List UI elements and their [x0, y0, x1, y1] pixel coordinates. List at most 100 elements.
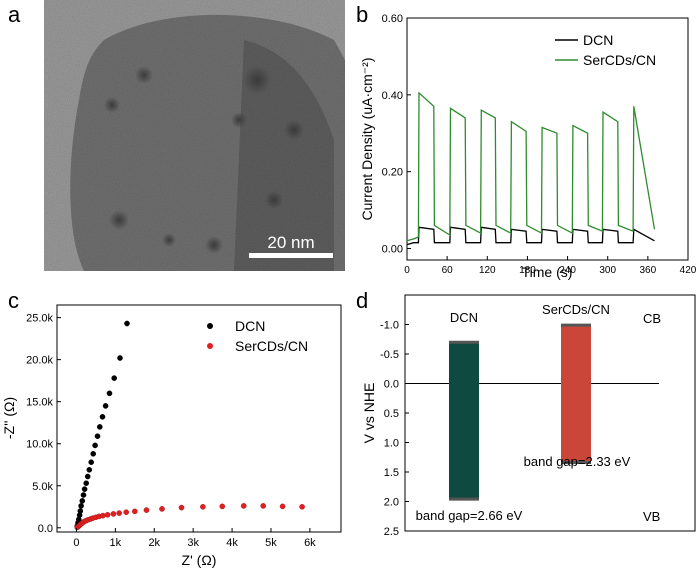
data-point-sercds: [200, 503, 206, 510]
x-tick-label: 3k: [187, 537, 199, 549]
panel-letter-d: d: [356, 288, 369, 313]
y-tick-label: 0.20: [382, 167, 403, 179]
cb-label: CB: [643, 311, 661, 326]
y-tick-label: -0.5: [380, 349, 399, 361]
data-point-sercds: [219, 503, 226, 510]
x-tick-label: 120: [479, 265, 496, 276]
y-tick-label: 2.5: [384, 526, 399, 538]
carbon-dot: [231, 112, 247, 128]
y-tick-label: 0.40: [382, 90, 403, 102]
y-tick-label: 20.0k: [26, 355, 53, 367]
x-tick-label: 1k: [110, 537, 122, 549]
legend-label-dcn: DCN: [583, 32, 613, 48]
data-point-dcn: [111, 375, 117, 381]
y-tick-label: 2.0: [384, 497, 399, 509]
data-point-dcn: [102, 403, 109, 409]
series-line-sercds: [406, 91, 656, 242]
legend-marker-dcn: [207, 323, 213, 329]
data-point-sercds: [123, 509, 129, 516]
x-tick-label: 60: [442, 265, 454, 276]
x-tick-label: 2k: [148, 537, 160, 549]
data-point-sercds: [131, 508, 138, 515]
data-point-sercds: [299, 503, 305, 510]
data-point-dcn: [99, 413, 106, 420]
data-point-dcn: [106, 390, 113, 397]
data-point-dcn: [78, 503, 84, 509]
y-tick-label: 15.0k: [26, 397, 53, 409]
panel-c-nyquist-chart: 0 1k 2k 3k 4k 5k 6k 0.0 5.0k 10.0k 15.0k 20.0k 25.0…: [1, 304, 342, 568]
bar-name-dcn: DCN: [450, 310, 478, 325]
panel-letter-c: c: [8, 288, 19, 313]
band-bar-dcn: [449, 342, 479, 500]
data-point-sercds: [240, 503, 247, 509]
x-tick-label: 4k: [226, 537, 238, 549]
data-point-dcn: [97, 424, 103, 430]
legend-label-sercds-c: SerCDs/CN: [235, 338, 308, 354]
data-point-sercds: [260, 503, 267, 509]
data-point-dcn: [94, 433, 101, 440]
band-gap-label-dcn: band gap=2.66 eV: [416, 508, 523, 523]
panel-c-plot-frame: [56, 304, 342, 533]
panel-b-legend: DCN SerCDs/CN: [555, 32, 656, 68]
band-gap-label-sercds: band gap=2.33 eV: [524, 454, 631, 469]
panel-c-x-axis-label: Z' (Ω): [182, 552, 217, 568]
data-point-dcn: [117, 355, 123, 361]
panel-c-legend: DCN SerCDs/CN: [207, 318, 308, 354]
panel-d-plot-frame: [404, 294, 696, 532]
y-tick-label: 0.0: [384, 379, 399, 391]
series-line-dcn: [406, 226, 655, 246]
tem-image: 20 nm: [44, 0, 345, 271]
carbon-dot: [104, 97, 120, 113]
x-tick-label: 300: [599, 265, 616, 276]
carbon-dot: [162, 233, 176, 247]
panel-b-y-axis-label: Current Density (uA·cm⁻²): [359, 58, 375, 221]
y-tick-label: 1.0: [384, 438, 399, 450]
data-point-dcn: [84, 473, 91, 480]
data-point-dcn: [92, 442, 98, 449]
panel-letter-a: a: [8, 2, 21, 27]
band-bar-sercds: [561, 325, 591, 463]
data-point-sercds: [143, 507, 150, 513]
y-tick-label: 0.5: [384, 408, 399, 420]
data-point-sercds: [279, 503, 286, 510]
tem-micrograph: 20 nm: [44, 0, 345, 271]
x-tick-label: 420: [680, 265, 697, 276]
legend-label-dcn-c: DCN: [235, 318, 265, 334]
data-point-dcn: [86, 466, 93, 473]
data-point-dcn: [83, 480, 89, 487]
y-tick-label: 0.00: [382, 243, 403, 255]
y-tick-label: -1.0: [380, 320, 399, 332]
x-tick-label: 360: [640, 265, 657, 276]
y-tick-label: 0.0: [38, 523, 53, 535]
y-tick-label: 25.0k: [26, 313, 53, 325]
data-point-dcn: [80, 492, 87, 498]
bar-name-sercds: SerCDs/CN: [542, 302, 610, 317]
carbon-dot: [243, 66, 271, 94]
data-point-dcn: [81, 486, 88, 492]
x-tick-label: 0: [404, 265, 410, 276]
x-tick-label: 180: [519, 265, 536, 276]
scale-bar: [249, 253, 333, 258]
panel-b-photocurrent-chart: 0 60 120 180 240 300 360 420 0.00 0.20 0.40 0.60 T…: [359, 13, 697, 280]
data-point-sercds: [100, 512, 106, 519]
carbon-dot: [265, 191, 283, 209]
panel-c-y-axis-label: -Z'' (Ω): [1, 397, 17, 439]
data-point-sercds: [110, 511, 117, 517]
y-tick-label: 10.0k: [26, 439, 53, 451]
x-tick-label: 5k: [265, 537, 277, 549]
scale-bar-label: 20 nm: [267, 233, 314, 252]
y-tick-label: 5.0k: [32, 481, 53, 493]
x-tick-label: 240: [559, 265, 576, 276]
data-point-dcn: [90, 450, 96, 457]
panel-letter-b: b: [356, 2, 369, 27]
data-point-dcn: [79, 498, 86, 504]
legend-marker-sercds: [207, 343, 213, 349]
x-tick-label: 0: [73, 537, 79, 549]
x-tick-label: 6k: [304, 537, 316, 549]
carbon-dot: [135, 66, 153, 84]
panel-b-plot-frame: [406, 17, 689, 261]
y-tick-label: 0.60: [382, 13, 403, 25]
vb-label: VB: [643, 509, 660, 524]
tem-particle-dense-region: [234, 40, 334, 271]
data-point-sercds: [159, 506, 165, 512]
